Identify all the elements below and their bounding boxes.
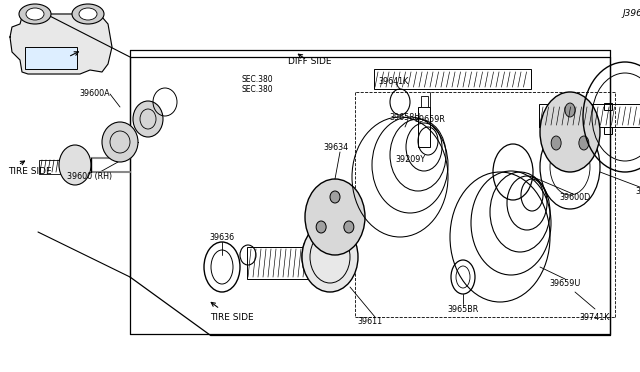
Text: 39659R: 39659R (415, 115, 445, 124)
Bar (374, 69, 531, 89)
Text: 39741K: 39741K (580, 312, 610, 321)
Ellipse shape (540, 92, 600, 172)
Bar (539, 104, 640, 127)
Bar (247, 247, 312, 279)
Ellipse shape (79, 8, 97, 20)
Bar (25, 47, 77, 69)
Ellipse shape (579, 136, 589, 150)
Text: 39654: 39654 (636, 187, 640, 196)
Ellipse shape (133, 101, 163, 137)
Ellipse shape (102, 122, 138, 162)
Text: 39209Y: 39209Y (395, 154, 425, 164)
Ellipse shape (565, 103, 575, 117)
Ellipse shape (26, 8, 44, 20)
Text: 3965BR: 3965BR (447, 305, 479, 314)
Ellipse shape (316, 221, 326, 233)
Ellipse shape (344, 221, 354, 233)
Bar (418, 107, 430, 147)
Text: J39600HU: J39600HU (622, 10, 640, 19)
Bar (421, 96, 428, 107)
Text: 39634: 39634 (323, 142, 349, 151)
Text: 39659U: 39659U (549, 279, 580, 289)
Text: 39636: 39636 (209, 232, 235, 241)
Text: DIFF SIDE: DIFF SIDE (288, 58, 332, 67)
Text: 39600D: 39600D (559, 192, 591, 202)
Text: 39600 (RH): 39600 (RH) (67, 173, 113, 182)
Text: TIRE SIDE: TIRE SIDE (8, 167, 52, 176)
Ellipse shape (72, 4, 104, 24)
Bar (604, 103, 612, 110)
Text: SEC.380: SEC.380 (242, 86, 274, 94)
Polygon shape (10, 14, 112, 74)
Text: 39611: 39611 (357, 317, 383, 327)
Ellipse shape (551, 136, 561, 150)
Bar (604, 127, 612, 134)
Ellipse shape (19, 4, 51, 24)
Bar (39, 160, 61, 174)
Text: SEC.380: SEC.380 (242, 76, 274, 84)
Text: 39600A: 39600A (80, 90, 110, 99)
Text: 39641K: 39641K (379, 77, 409, 87)
Text: 39658U: 39658U (389, 112, 420, 122)
Ellipse shape (330, 191, 340, 203)
Ellipse shape (59, 145, 91, 185)
Ellipse shape (302, 222, 358, 292)
Ellipse shape (305, 179, 365, 255)
Text: TIRE SIDE: TIRE SIDE (210, 312, 253, 321)
